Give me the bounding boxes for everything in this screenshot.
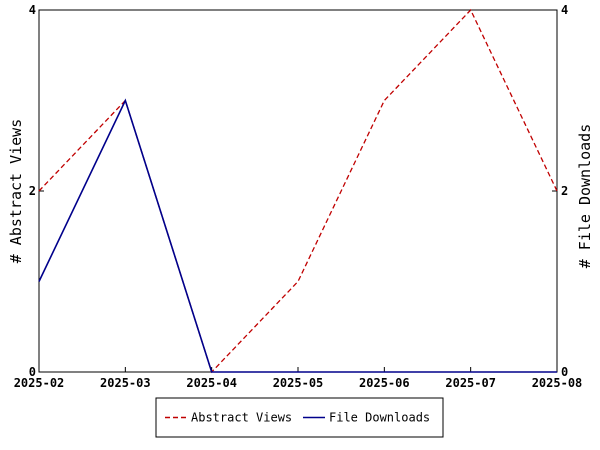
y-right-tick-label: 0 [561,365,568,379]
legend-box [155,397,444,438]
x-tick-label: 2025-06 [359,376,410,390]
y-left-tick-label: 0 [29,365,36,379]
x-tick-label: 2025-03 [100,376,151,390]
x-tick-label: 2025-04 [186,376,237,390]
x-tick-label: 2025-05 [273,376,324,390]
legend-label: File Downloads [329,411,430,425]
legend: Abstract Views File Downloads [155,397,444,438]
series-line-file-downloads [38,98,557,373]
y-right-tick-label: 4 [561,3,568,17]
axis-ticks: 2025-02 2025-03 2025-04 2025-05 2025-06 2025-… [14,3,583,390]
series-line-abstract-views [38,8,558,374]
y-axis-left-title: # Abstract Views [7,119,25,264]
y-left-tick-label: 4 [29,3,36,17]
plot-border [38,9,558,373]
y-axis-right-title: # File Downloads [576,124,594,269]
series-layer [38,8,558,374]
x-tick-label: 2025-07 [445,376,496,390]
plot-area [38,9,558,373]
y-left-tick-label: 2 [29,184,36,198]
legend-label: Abstract Views [191,411,292,425]
x-tick-label: 2025-02 [14,376,65,390]
x-tick-label: 2025-08 [532,376,583,390]
y-right-tick-label: 2 [561,184,568,198]
